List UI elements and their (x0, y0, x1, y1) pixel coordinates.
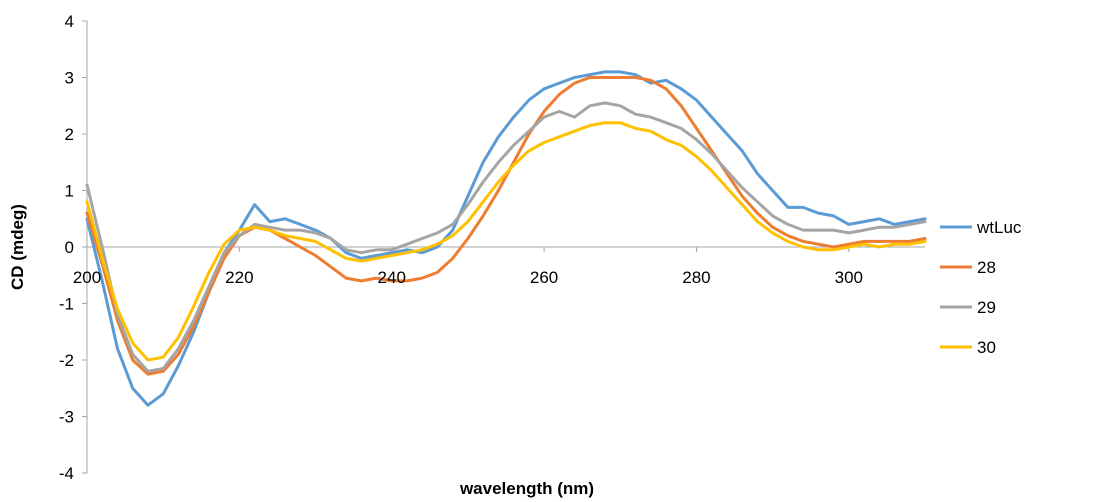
y-tick-label: 2 (65, 125, 74, 144)
series-line-30 (85, 121, 927, 362)
x-axis-title: wavelength (nm) (459, 479, 594, 498)
y-tick-label: 1 (65, 182, 74, 201)
x-tick-label: 200 (73, 268, 101, 287)
x-tick-label: 220 (225, 268, 253, 287)
x-tick-label: 280 (682, 268, 710, 287)
series-line-28 (85, 76, 927, 376)
legend-label-30: 30 (977, 338, 996, 357)
series-line-29 (85, 101, 927, 373)
y-axis-title: CD (mdeg) (8, 204, 27, 290)
y-tick-label: -4 (59, 464, 74, 483)
y-tick-label: 3 (65, 69, 74, 88)
x-tick-label: 240 (378, 268, 406, 287)
y-tick-label: -3 (59, 408, 74, 427)
legend-label-28: 28 (977, 258, 996, 277)
legend: wtLuc 28 29 30 (940, 218, 1022, 357)
x-tick-label: 300 (835, 268, 863, 287)
legend-label-wtluc: wtLuc (976, 218, 1022, 237)
series-lines (85, 70, 927, 407)
y-tick-label: 0 (65, 238, 74, 257)
y-tick-label: -2 (59, 351, 74, 370)
y-tick-label: -1 (59, 295, 74, 314)
tick-labels: 4 3 2 1 0 -1 -2 -3 -4 200 220 240 260 280 300 (59, 12, 863, 483)
axes (82, 20, 925, 474)
x-tick-label: 260 (530, 268, 558, 287)
legend-label-29: 29 (977, 298, 996, 317)
y-tick-label: 4 (65, 12, 74, 31)
